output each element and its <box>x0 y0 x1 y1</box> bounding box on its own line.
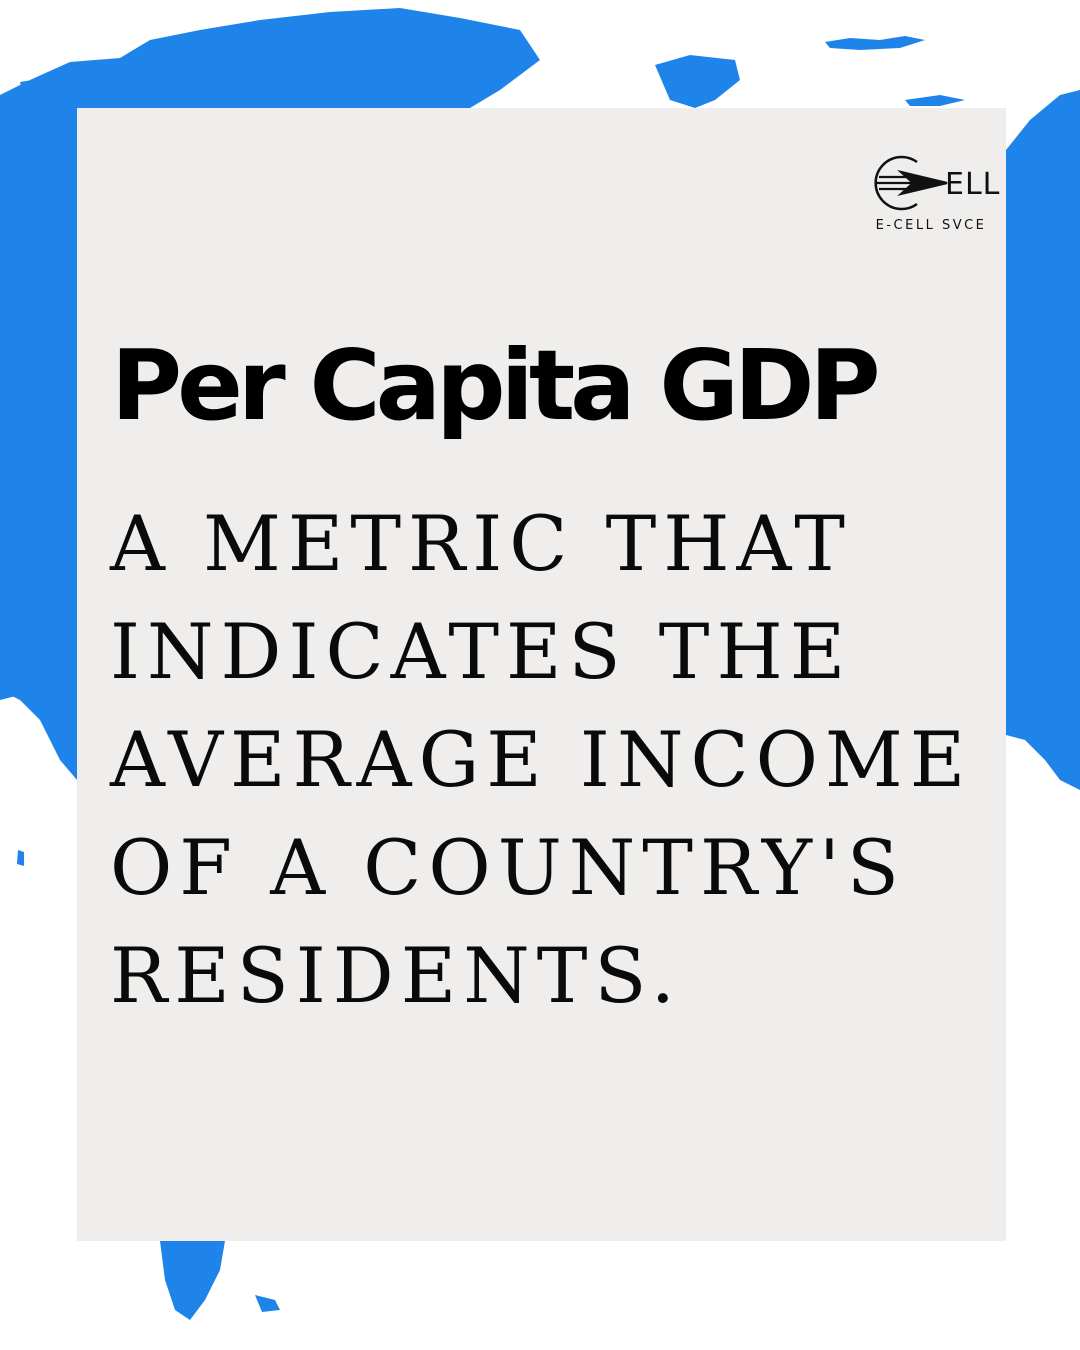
content-card: ELL E-CELL SVCE Per Capita GDP A METRIC … <box>77 108 1006 1241</box>
ecell-logo: ELL E-CELL SVCE <box>861 148 1001 238</box>
landmass-south-america <box>160 1241 225 1320</box>
definition-text: A METRIC THAT INDICATES THE AVERAGE INCO… <box>110 490 1000 1030</box>
logo-mark-text: ELL <box>945 167 1000 202</box>
definition-line: A METRIC THAT <box>110 499 852 588</box>
landmass-eurasia <box>1006 90 1080 790</box>
definition-line: RESIDENTS. <box>110 931 682 1020</box>
logo-caption: E-CELL SVCE <box>875 218 987 233</box>
paper-plane-icon <box>875 169 948 197</box>
definition-line: AVERAGE INCOME <box>110 715 973 804</box>
landmass-north-america <box>0 8 540 108</box>
page-title: Per Capita GDP <box>111 329 881 442</box>
definition-line: OF A COUNTRY'S <box>110 823 906 912</box>
landmass-greenland <box>655 55 740 108</box>
definition-line: INDICATES THE <box>110 607 853 696</box>
